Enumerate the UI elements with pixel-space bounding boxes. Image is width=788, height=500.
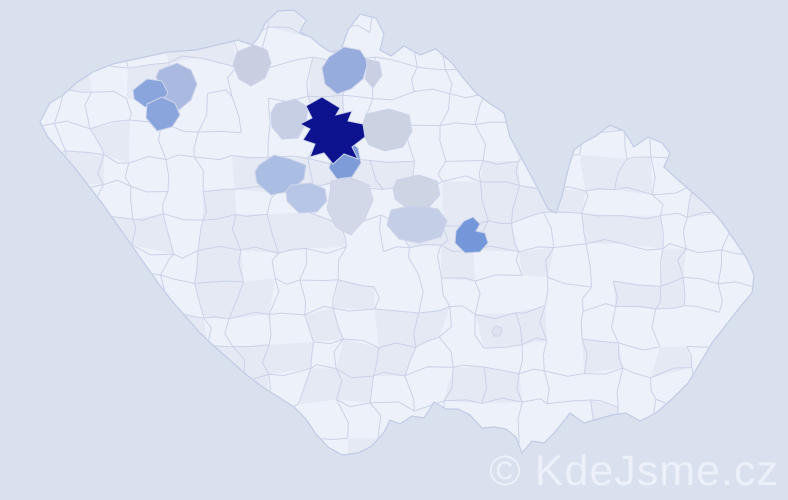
district-central-west[interactable] [270,98,309,140]
district-northwest-lower[interactable] [145,96,181,132]
district-central-north[interactable] [321,46,369,95]
district-north[interactable] [232,44,272,87]
district-east[interactable] [454,216,489,254]
district-east-of-core[interactable] [360,108,413,152]
district-central-core[interactable] [298,96,366,165]
district-central-far-east[interactable] [386,204,448,244]
district-central-northeast-small[interactable] [364,58,383,89]
district-central-south[interactable] [285,182,328,214]
district-central-south-pale[interactable] [326,177,374,236]
district-southeast-dot[interactable] [491,325,503,337]
